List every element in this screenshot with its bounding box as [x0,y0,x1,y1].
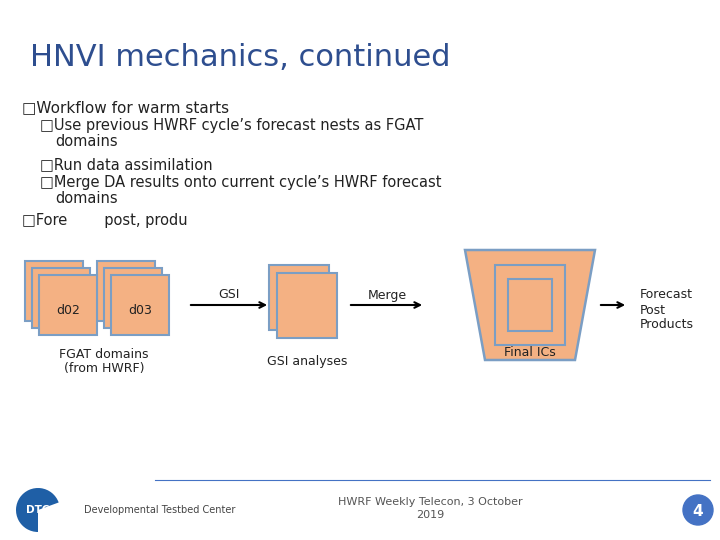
Bar [25,261,83,321]
Text: Forecast: Forecast [640,288,693,301]
Text: Developmental Testbed Center: Developmental Testbed Center [84,505,235,515]
Polygon shape [465,250,595,360]
Text: 2019: 2019 [416,510,444,520]
Bar [277,273,337,338]
Text: Merge: Merge [367,288,407,301]
Text: HNVI mechanics, continued: HNVI mechanics, continued [30,44,451,72]
Bar [97,261,155,321]
Circle shape [683,495,713,525]
Text: Products: Products [640,319,694,332]
Wedge shape [16,488,58,532]
Bar [495,265,565,345]
Text: Final ICs: Final ICs [504,346,556,359]
Text: □Merge DA results onto current cycle’s HWRF forecast: □Merge DA results onto current cycle’s H… [40,175,441,190]
Bar [32,268,90,328]
Text: □Use previous HWRF cycle’s forecast nests as FGAT: □Use previous HWRF cycle’s forecast nest… [40,118,423,133]
Text: □Workflow for warm starts: □Workflow for warm starts [22,100,229,115]
Bar [104,268,162,328]
Text: DTC: DTC [26,505,50,515]
Text: d03: d03 [128,303,152,316]
Bar [39,275,97,335]
Text: □Run data assimilation: □Run data assimilation [40,157,212,172]
Text: HWRF Weekly Telecon, 3 October: HWRF Weekly Telecon, 3 October [338,497,522,507]
Text: FGAT domains: FGAT domains [59,348,149,361]
Text: GSI: GSI [218,288,240,301]
Text: 4: 4 [693,504,703,519]
Text: □Fore        post, produ: □Fore post, produ [22,213,188,228]
Bar [269,265,329,329]
Text: Post: Post [640,303,666,316]
Bar [111,275,169,335]
Text: domains: domains [55,191,117,206]
Text: GSI analyses: GSI analyses [267,355,347,368]
Bar [508,279,552,331]
Text: d02: d02 [56,303,80,316]
Text: (from HWRF): (from HWRF) [64,362,144,375]
Text: domains: domains [55,134,117,149]
